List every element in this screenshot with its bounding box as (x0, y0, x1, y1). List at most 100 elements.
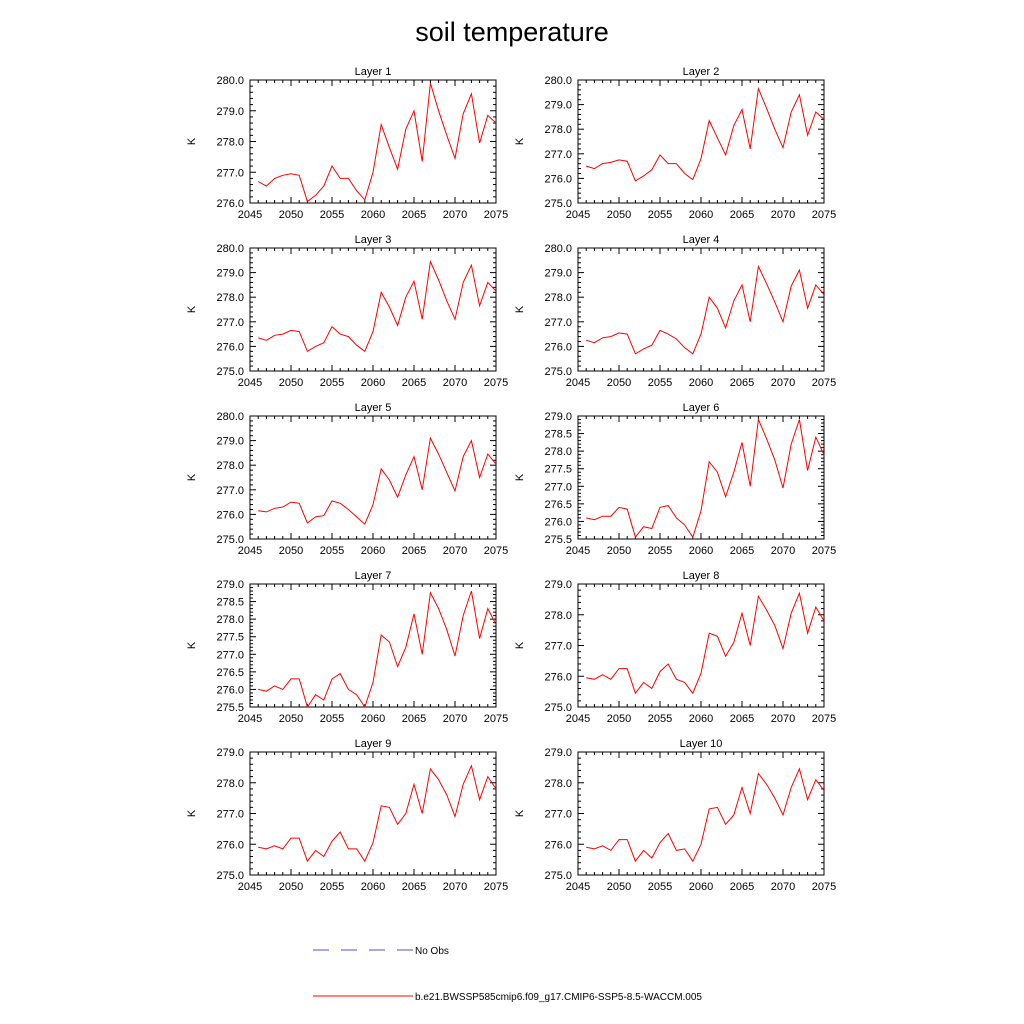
layer-7-ytick-label: 278.5 (216, 597, 244, 609)
layer-1-ytick-label: 280.0 (216, 75, 244, 87)
layer-7-xtick-label: 2045 (238, 713, 262, 725)
layer-7-ylabel: K (186, 641, 198, 649)
layer-9-xtick-label: 2050 (279, 881, 303, 893)
layer-7-xtick-label: 2055 (320, 713, 344, 725)
layer-8-ytick-label: 275.0 (544, 702, 572, 714)
layer-6-ytick-label: 279.0 (544, 411, 572, 423)
layer-3-frame (249, 247, 497, 372)
layer-2-xtick-label: 2055 (648, 209, 672, 221)
layer-6-xtick-label: 2060 (689, 545, 713, 557)
layer-8-xtick-label: 2065 (730, 713, 754, 725)
layer-1-xtick-label: 2055 (320, 209, 344, 221)
layer-8-ylabel: K (514, 641, 526, 649)
layer-6-ytick-label: 277.5 (544, 464, 572, 476)
layer-9-title: Layer 9 (355, 738, 392, 750)
layer-8-xtick-label: 2050 (607, 713, 631, 725)
layer-2-ytick-label: 278.0 (544, 124, 572, 136)
layer-8-series-line (586, 591, 825, 695)
layer-5-ytick-label: 278.0 (216, 460, 244, 472)
layer-8-xtick-label: 2055 (648, 713, 672, 725)
layer-2-ytick-label: 279.0 (544, 100, 572, 112)
layer-2-ylabel: K (514, 137, 526, 145)
layer-7-ytick-label: 279.0 (216, 579, 244, 591)
layer-5-panel: Layer 5 K 275.0 276.0 277.0 278.0 279.0 280.0 20… (186, 402, 508, 557)
layer-8-ytick-label: 278.0 (544, 610, 572, 622)
layer-4-ytick-label: 279.0 (544, 268, 572, 280)
layer-1-frame (249, 79, 497, 204)
layer-10-xtick-label: 2050 (607, 881, 631, 893)
layer-8-ytick-label: 279.0 (544, 579, 572, 591)
layer-1-xtick-label: 2065 (402, 209, 426, 221)
layer-1-xtick-label: 2075 (484, 209, 508, 221)
layer-9-ytick-label: 278.0 (216, 778, 244, 790)
layer-4-xtick-label: 2050 (607, 377, 631, 389)
layer-2-xtick-label: 2075 (812, 209, 836, 221)
layer-2-ytick-label: 280.0 (544, 75, 572, 87)
layer-3-series-line (258, 259, 497, 353)
layer-10-series-line (586, 767, 825, 863)
layer-9-panel: Layer 9 K 275.0 276.0 277.0 278.0 279.0 2045 205… (186, 738, 508, 893)
layer-5-title: Layer 5 (355, 402, 392, 414)
layer-1-series-line (257, 82, 497, 203)
layer-8-frame (577, 583, 825, 708)
layer-3-ytick-label: 276.0 (216, 341, 244, 353)
layer-8-title: Layer 8 (683, 570, 720, 582)
layer-7-ytick-label: 278.0 (216, 614, 244, 626)
layer-7-frame (249, 583, 497, 708)
layer-7-xtick-label: 2065 (402, 713, 426, 725)
layer-5-series-line (258, 436, 497, 526)
layer-5-xtick-label: 2060 (361, 545, 385, 557)
layer-4-ytick-label: 277.0 (544, 317, 572, 329)
layer-8-ytick-label: 277.0 (544, 641, 572, 653)
layer-1-panel: Layer 1 K 276.0 277.0 278.0 279.0 280.0 2045 205… (186, 66, 508, 221)
layer-5-ytick-label: 280.0 (216, 411, 244, 423)
layer-4-xtick-label: 2055 (648, 377, 672, 389)
layer-1-xtick-label: 2045 (238, 209, 262, 221)
layer-1-xtick-label: 2050 (279, 209, 303, 221)
layer-7-xtick-label: 2070 (443, 713, 467, 725)
layer-4-xtick-label: 2045 (566, 377, 590, 389)
layer-10-frame (577, 751, 825, 876)
layer-2-ytick-label: 275.0 (544, 198, 572, 210)
layer-9-ylabel: K (186, 809, 198, 817)
layer-4-xtick-label: 2065 (730, 377, 754, 389)
layer-3-ytick-label: 277.0 (216, 317, 244, 329)
layer-9-xtick-label: 2045 (238, 881, 262, 893)
layer-2-xtick-label: 2045 (566, 209, 590, 221)
layer-1-ytick-label: 279.0 (216, 106, 244, 118)
layer-3-panel: Layer 3 K 275.0 276.0 277.0 278.0 279.0 280.0 20… (186, 234, 508, 389)
layer-3-ytick-label: 279.0 (216, 268, 244, 280)
layer-6-xtick-label: 2065 (730, 545, 754, 557)
legend-model-label: b.e21.BWSSP585cmip6.f09_g17.CMIP6-SSP5-8… (415, 992, 702, 1003)
layer-3-xtick-label: 2065 (402, 377, 426, 389)
layer-7-ytick-label: 276.0 (216, 684, 244, 696)
layer-6-title: Layer 6 (683, 402, 720, 414)
layer-4-ytick-label: 275.0 (544, 366, 572, 378)
layer-4-title: Layer 4 (683, 234, 720, 246)
layer-5-xtick-label: 2075 (484, 545, 508, 557)
layer-9-ytick-label: 279.0 (216, 747, 244, 759)
layer-10-ytick-label: 278.0 (544, 778, 572, 790)
layer-3-xtick-label: 2070 (443, 377, 467, 389)
layer-9-xtick-label: 2075 (484, 881, 508, 893)
layer-10-xtick-label: 2075 (812, 881, 836, 893)
layer-2-ytick-label: 276.0 (544, 173, 572, 185)
layer-6-xtick-label: 2050 (607, 545, 631, 557)
layer-5-xtick-label: 2065 (402, 545, 426, 557)
layer-6-xtick-label: 2070 (771, 545, 795, 557)
layer-5-ytick-label: 276.0 (216, 509, 244, 521)
layer-9-series-line (258, 764, 497, 863)
layer-10-xtick-label: 2055 (648, 881, 672, 893)
layer-5-xtick-label: 2050 (279, 545, 303, 557)
layer-7-title: Layer 7 (355, 570, 392, 582)
layer-4-xtick-label: 2060 (689, 377, 713, 389)
layer-4-panel: Layer 4 K 275.0 276.0 277.0 278.0 279.0 280.0 20… (514, 234, 836, 389)
layer-6-ylabel: K (514, 473, 526, 481)
layer-10-ytick-label: 277.0 (544, 809, 572, 821)
layer-10-xtick-label: 2065 (730, 881, 754, 893)
layer-2-series-line (586, 86, 825, 182)
layer-4-frame (577, 247, 825, 372)
layer-6-ytick-label: 278.0 (544, 446, 572, 458)
layer-8-ytick-label: 276.0 (544, 671, 572, 683)
